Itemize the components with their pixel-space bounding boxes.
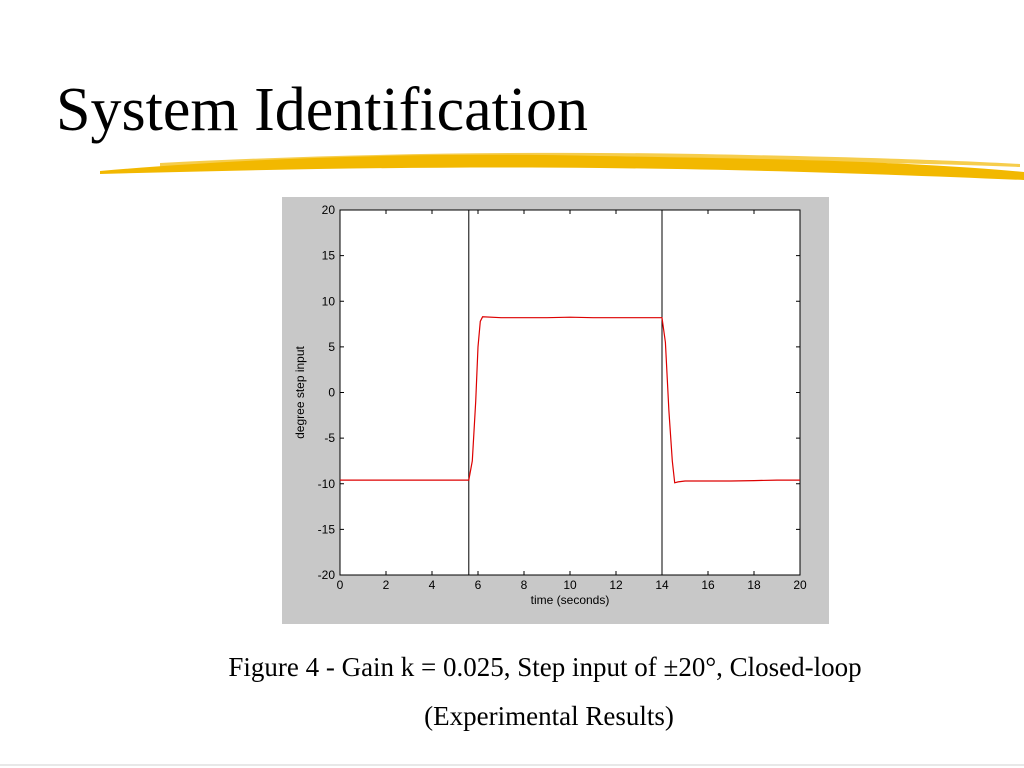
x-tick-label: 18 xyxy=(747,578,761,592)
x-axis-label: time (seconds) xyxy=(531,593,610,607)
y-tick-label: -10 xyxy=(318,477,336,491)
figure-caption-line-1: Figure 4 - Gain k = 0.025, Step input of… xyxy=(228,652,862,682)
y-tick-label: -5 xyxy=(324,431,335,445)
slide-title: System Identification xyxy=(56,76,589,144)
x-tick-label: 0 xyxy=(337,578,344,592)
title-underline xyxy=(100,152,1024,180)
x-tick-label: 8 xyxy=(521,578,528,592)
x-tick-label: 6 xyxy=(475,578,482,592)
y-tick-label: 10 xyxy=(322,294,336,308)
y-axis-label: degree step input xyxy=(293,345,307,438)
line-chart: 0 2 4 6 8 10 12 14 16 18 20 20 15 10 5 0 -5 -10 -15 -20 time… xyxy=(293,203,807,607)
x-tick-label: 12 xyxy=(609,578,623,592)
x-tick-label: 20 xyxy=(793,578,807,592)
x-tick-label: 4 xyxy=(429,578,436,592)
chart-figure: 0 2 4 6 8 10 12 14 16 18 20 20 15 10 5 0 -5 -10 -15 -20 time… xyxy=(282,197,829,624)
x-tick-label: 14 xyxy=(655,578,669,592)
figure-caption-line-2: (Experimental Results) xyxy=(424,701,674,731)
y-tick-label: 15 xyxy=(322,249,336,263)
bottom-divider xyxy=(0,764,1024,766)
x-tick-label: 10 xyxy=(563,578,577,592)
y-tick-label: 20 xyxy=(322,203,336,217)
series-line xyxy=(340,316,800,484)
y-tick-label: 5 xyxy=(328,340,335,354)
plot-area xyxy=(339,209,801,576)
x-tick-label: 16 xyxy=(701,578,715,592)
y-tick-label: -20 xyxy=(318,568,336,582)
y-tick-label: -15 xyxy=(318,522,336,536)
x-tick-label: 2 xyxy=(383,578,390,592)
y-tick-label: 0 xyxy=(328,386,335,400)
